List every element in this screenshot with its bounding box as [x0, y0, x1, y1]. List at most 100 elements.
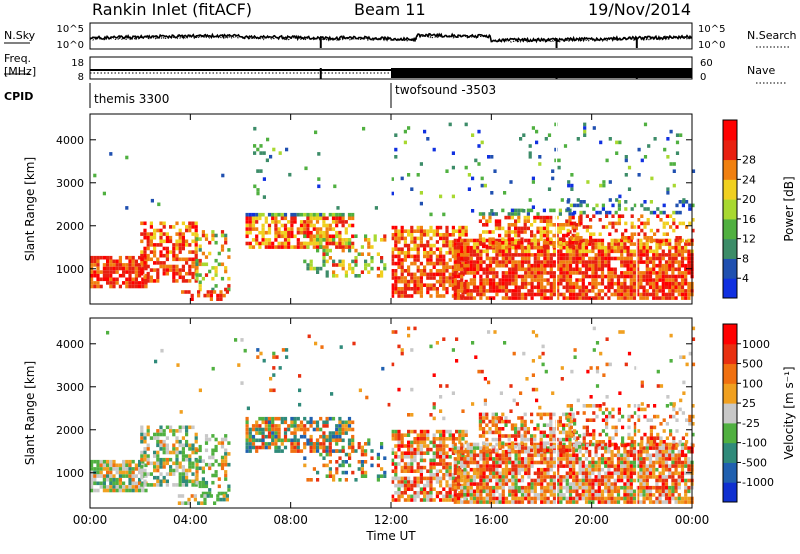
range-cell — [565, 464, 569, 468]
range-cell — [376, 456, 380, 460]
range-cell — [274, 220, 278, 224]
range-cell — [658, 457, 662, 461]
range-cell — [407, 433, 411, 437]
range-cell — [655, 278, 659, 282]
range-cell — [581, 271, 585, 275]
range-cell — [558, 241, 562, 245]
range-cell — [296, 227, 300, 231]
range-cell — [255, 427, 259, 432]
range-cell — [274, 234, 278, 239]
range-cell — [620, 281, 624, 286]
range-cell — [527, 446, 531, 450]
range-cell — [520, 493, 525, 497]
range-cell — [299, 427, 304, 432]
range-cell — [597, 475, 601, 479]
range-cell — [156, 479, 160, 484]
range-cell — [451, 229, 455, 233]
range-cell — [285, 355, 289, 359]
range-cell — [118, 273, 122, 278]
range-cell — [524, 493, 528, 497]
range-cell — [668, 285, 672, 290]
range-cell — [677, 457, 681, 461]
range-cell — [188, 447, 192, 451]
range-cell — [181, 447, 185, 451]
range-cell — [194, 246, 198, 251]
range-cell — [601, 225, 605, 229]
range-cell — [608, 198, 612, 202]
range-cell — [607, 285, 611, 290]
range-cell — [485, 274, 489, 279]
range-cell — [143, 221, 147, 226]
range-cell — [403, 258, 407, 262]
range-cell — [565, 475, 569, 479]
range-cell — [109, 488, 113, 493]
range-cell — [498, 249, 502, 254]
range-cell — [504, 245, 509, 250]
range-cell — [597, 496, 601, 501]
range-cell — [527, 263, 531, 268]
range-cell — [552, 271, 557, 275]
range-cell — [637, 147, 641, 152]
range-cell — [517, 471, 521, 476]
range-cell — [211, 233, 215, 238]
range-cell — [191, 275, 195, 280]
range-cell — [453, 496, 457, 501]
range-cell — [400, 258, 404, 262]
range-cell — [594, 271, 598, 275]
range-cell — [178, 268, 182, 272]
range-cell — [476, 464, 480, 468]
range-cell — [621, 214, 625, 218]
colorbar-frame — [722, 119, 738, 299]
nsky-tick-bottom: 10^0 — [57, 40, 84, 51]
range-cell — [426, 498, 430, 502]
range-cell — [514, 260, 518, 264]
range-cell — [169, 468, 173, 473]
range-cell — [328, 470, 332, 475]
range-cell — [109, 281, 113, 285]
range-cell — [185, 279, 189, 283]
range-cell — [510, 212, 514, 216]
range-cell — [410, 447, 414, 452]
range-cell — [668, 281, 672, 286]
range-cell — [435, 233, 439, 237]
range-cell — [140, 429, 144, 433]
range-cell — [616, 457, 621, 461]
range-cell — [504, 434, 508, 438]
range-cell — [514, 233, 518, 238]
range-cell — [394, 279, 398, 284]
range-cell — [455, 229, 459, 233]
range-cell — [604, 263, 608, 268]
range-cell — [490, 191, 494, 195]
range-cell — [453, 464, 457, 468]
range-cell — [616, 256, 621, 261]
range-cell — [495, 249, 499, 254]
range-cell — [347, 212, 352, 217]
range-cell — [460, 457, 464, 461]
range-cell — [636, 493, 640, 497]
range-cell — [661, 238, 665, 243]
range-cell — [568, 460, 573, 465]
range-cell — [448, 469, 452, 473]
range-cell — [680, 460, 685, 465]
range-cell — [626, 274, 630, 279]
range-cell — [185, 432, 189, 437]
range-cell — [466, 256, 470, 261]
range-cell — [677, 267, 681, 272]
range-cell — [429, 473, 433, 477]
range-cell — [552, 500, 557, 504]
range-cell — [533, 267, 537, 272]
range-cell — [188, 279, 192, 283]
range-cell — [510, 441, 514, 445]
range-cell — [674, 296, 678, 300]
range-cell — [131, 281, 135, 285]
range-cell — [629, 482, 633, 486]
range-cell — [208, 269, 212, 274]
range-cell — [543, 453, 547, 458]
range-cell — [109, 273, 113, 278]
range-cell — [508, 271, 512, 275]
range-cell — [134, 488, 138, 493]
range-cell — [143, 436, 147, 440]
range-cell — [413, 279, 417, 284]
range-cell — [546, 464, 550, 468]
range-cell — [453, 446, 457, 450]
